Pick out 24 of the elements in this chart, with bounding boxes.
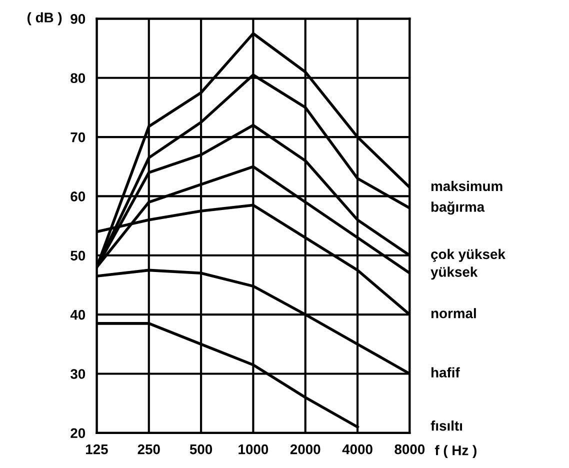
y-tick-label: 60 — [70, 192, 86, 202]
series-label: yüksek — [430, 266, 478, 280]
series-label: maksimum — [431, 180, 502, 192]
y-tick-label: 80 — [70, 73, 86, 84]
series-label: hafif — [432, 367, 460, 378]
y-tick-label: 20 — [70, 428, 86, 438]
y-tick-label: 30 — [70, 369, 86, 379]
series-label: bağırma — [431, 201, 485, 215]
x-tick-label: 4000 — [342, 444, 372, 454]
series-label: normal — [431, 308, 476, 318]
x-tick-label: 1000 — [238, 444, 268, 454]
x-tick-label: 2000 — [290, 444, 320, 454]
y-axis-title: ( dB ) — [28, 12, 62, 26]
x-tick-label: 8000 — [394, 444, 425, 454]
y-tick-label: 50 — [70, 250, 86, 261]
y-tick-label: 90 — [70, 14, 86, 24]
x-tick-label: 250 — [138, 444, 160, 454]
y-tick-label: 40 — [70, 310, 86, 320]
series-label: çok yüksek — [431, 248, 506, 262]
x-tick-label: 125 — [86, 444, 108, 454]
x-axis-title: f ( Hz ) — [434, 445, 476, 458]
x-tick-label: 500 — [190, 444, 212, 454]
text: fısıltı — [430, 420, 462, 431]
y-tick-label: 70 — [70, 132, 86, 142]
